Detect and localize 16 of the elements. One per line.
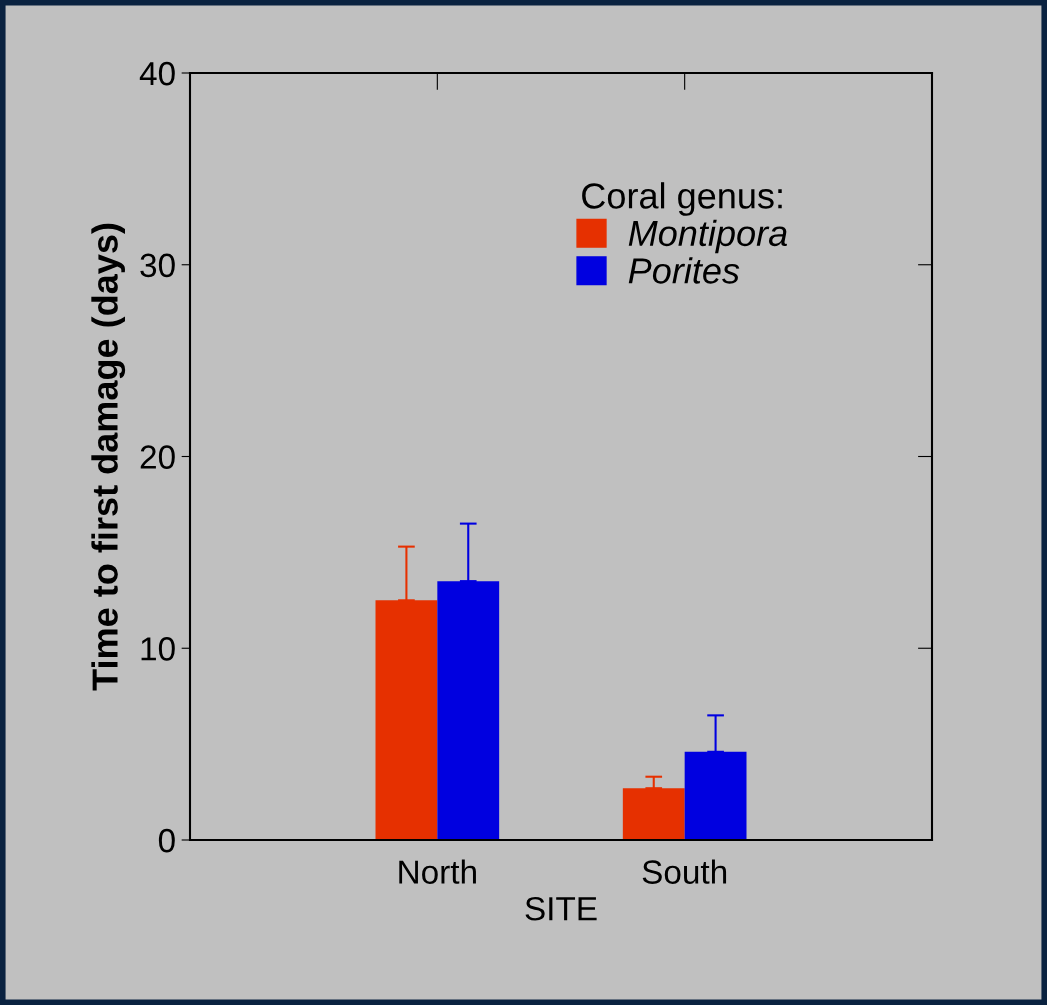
x-axis-title: SITE bbox=[525, 896, 597, 921]
y-tick-label: 30 bbox=[140, 253, 175, 278]
bar bbox=[375, 600, 438, 840]
x-tick-label: North bbox=[399, 859, 476, 884]
y-tick-label: 20 bbox=[140, 445, 175, 469]
legend-label: Porites bbox=[628, 257, 740, 284]
y-axis-title: Time to first damage (days) bbox=[91, 223, 126, 691]
x-tick-label: South bbox=[642, 859, 727, 884]
y-tick-label: 10 bbox=[141, 637, 175, 661]
legend-title: Coral genus: bbox=[582, 182, 782, 216]
legend-label: Montipora bbox=[628, 219, 787, 254]
bar bbox=[622, 788, 685, 840]
y-tick-label: 0 bbox=[158, 828, 175, 853]
bar bbox=[437, 581, 500, 840]
bar bbox=[684, 751, 747, 840]
y-tick-label: 40 bbox=[139, 61, 175, 86]
